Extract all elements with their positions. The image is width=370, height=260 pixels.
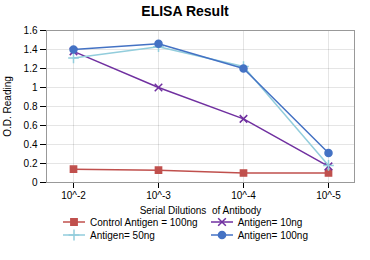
svg-text:0: 0 xyxy=(32,177,38,188)
html-text:Antigen= 100ng: Antigen= 100ng xyxy=(237,229,308,241)
svg-text:Serial Dilutions of Antibody: Serial Dilutions of Antibody xyxy=(140,205,262,216)
svg-text:1.6: 1.6 xyxy=(24,25,38,36)
html-text:ELISA Result: ELISA Result xyxy=(141,3,229,19)
svg-text:0.2: 0.2 xyxy=(24,158,38,169)
html-text:Control Antigen = 100ng: Control Antigen = 100ng xyxy=(90,216,198,228)
svg-text:O.D. Reading: O.D. Reading xyxy=(2,76,13,137)
svg-text:10^-2: 10^-2 xyxy=(61,190,86,201)
svg-text:10^-3: 10^-3 xyxy=(146,190,171,201)
html-text:Antigen= 50ng: Antigen= 50ng xyxy=(90,229,155,241)
svg-text:10^-5: 10^-5 xyxy=(316,190,341,201)
svg-text:1.2: 1.2 xyxy=(24,63,38,74)
html-text:Antigen= 10ng: Antigen= 10ng xyxy=(237,216,303,228)
svg-text:0.6: 0.6 xyxy=(24,120,38,131)
svg-text:0.8: 0.8 xyxy=(24,101,38,112)
svg-text:0.4: 0.4 xyxy=(24,139,38,150)
svg-text:10^-4: 10^-4 xyxy=(231,190,256,201)
svg-text:1: 1 xyxy=(32,82,38,93)
svg-text:1.4: 1.4 xyxy=(24,44,38,55)
